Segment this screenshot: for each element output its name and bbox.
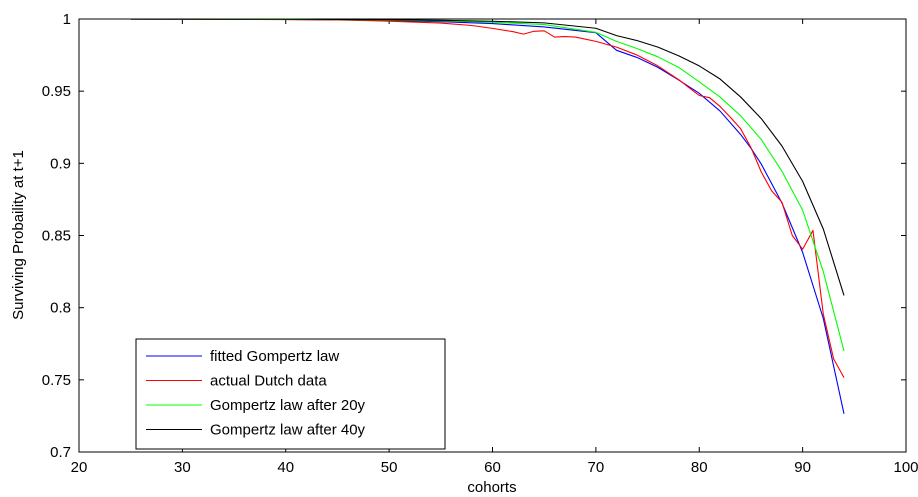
legend-label: Gompertz law after 40y bbox=[210, 422, 366, 439]
legend: fitted Gompertz law actual Dutch data Gomp… bbox=[135, 338, 446, 450]
legend-label: fitted Gompertz law bbox=[210, 348, 339, 365]
x-tick-label: 100 bbox=[893, 459, 918, 476]
series-line-2 bbox=[130, 18, 845, 378]
legend-label: actual Dutch data bbox=[210, 373, 327, 390]
x-tick-label: 70 bbox=[588, 459, 605, 476]
y-tick-label: 0.7 bbox=[50, 444, 71, 461]
axis-ticks: 20 30 40 50 60 70 80 90 100 0.7 0.75 0.8 0.85 0.9 0.95… bbox=[42, 11, 918, 476]
legend-label: Gompertz law after 20y bbox=[210, 397, 366, 414]
y-tick-label: 0.9 bbox=[50, 155, 71, 172]
x-tick-label: 40 bbox=[277, 459, 294, 476]
y-tick-label: 0.95 bbox=[42, 83, 71, 100]
x-tick-label: 60 bbox=[484, 459, 501, 476]
x-tick-label: 90 bbox=[794, 459, 811, 476]
y-tick-label: 0.85 bbox=[42, 228, 71, 245]
y-axis-label: Surviving Probaility at t+1 bbox=[10, 150, 27, 320]
legend-box bbox=[135, 338, 446, 450]
series-lines bbox=[130, 18, 845, 414]
y-tick-label: 0.8 bbox=[50, 300, 71, 317]
y-tick-label: 0.75 bbox=[42, 372, 71, 389]
x-tick-label: 80 bbox=[691, 459, 708, 476]
x-tick-label: 20 bbox=[71, 459, 88, 476]
series-line-4 bbox=[130, 18, 845, 296]
x-axis-label: cohorts bbox=[467, 479, 516, 496]
y-tick-label: 1 bbox=[63, 11, 71, 28]
x-tick-label: 30 bbox=[174, 459, 191, 476]
x-tick-label: 50 bbox=[381, 459, 398, 476]
